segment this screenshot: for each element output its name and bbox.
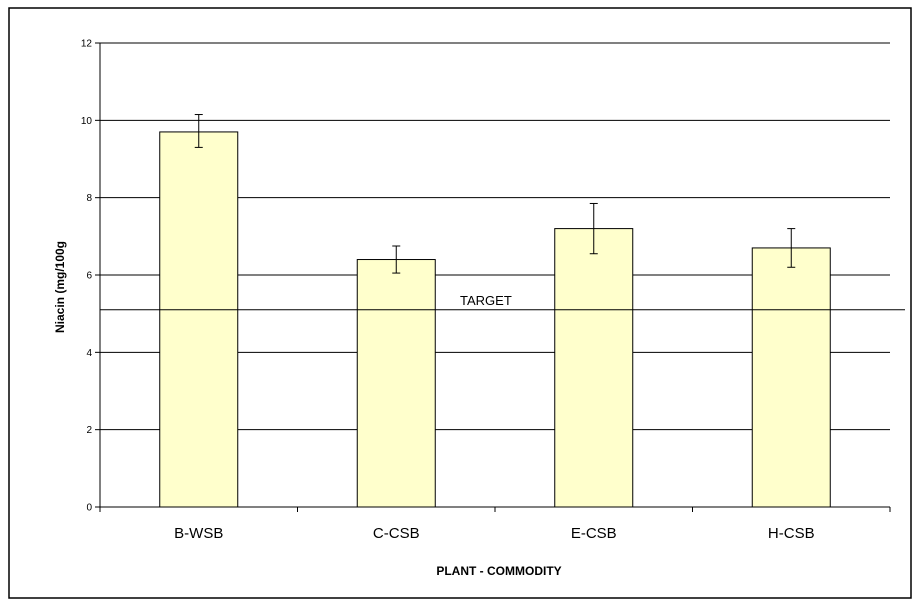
y-axis-title: Niacin (mg/100g: [53, 241, 67, 333]
category-label: B-WSB: [174, 525, 223, 542]
error-bars: [194, 114, 796, 274]
bar: [356, 259, 436, 508]
category-label: E-CSB: [571, 525, 617, 542]
y-tick-label: 2: [86, 425, 92, 436]
y-axis-ticks: 0 2 4 6 8 10 12: [81, 39, 100, 514]
y-tick-label: 0: [86, 503, 92, 514]
y-tick-label: 4: [86, 348, 92, 359]
reference-line-group: TARGET: [100, 293, 905, 311]
x-axis-ticks: [99, 507, 891, 512]
y-tick-label: 6: [86, 271, 92, 282]
bar: [159, 131, 239, 508]
category-label: C-CSB: [373, 525, 420, 542]
target-label: TARGET: [460, 293, 512, 308]
category-labels: B-WSB C-CSB E-CSB H-CSB: [174, 525, 814, 542]
x-axis-title: PLANT - COMMODITY: [436, 564, 561, 578]
y-tick-label: 8: [86, 193, 92, 204]
bars: [159, 131, 831, 508]
category-label: H-CSB: [768, 525, 815, 542]
y-tick-label: 10: [81, 116, 93, 127]
bar: [554, 228, 634, 508]
bar: [751, 247, 831, 508]
y-tick-label: 12: [81, 39, 93, 50]
